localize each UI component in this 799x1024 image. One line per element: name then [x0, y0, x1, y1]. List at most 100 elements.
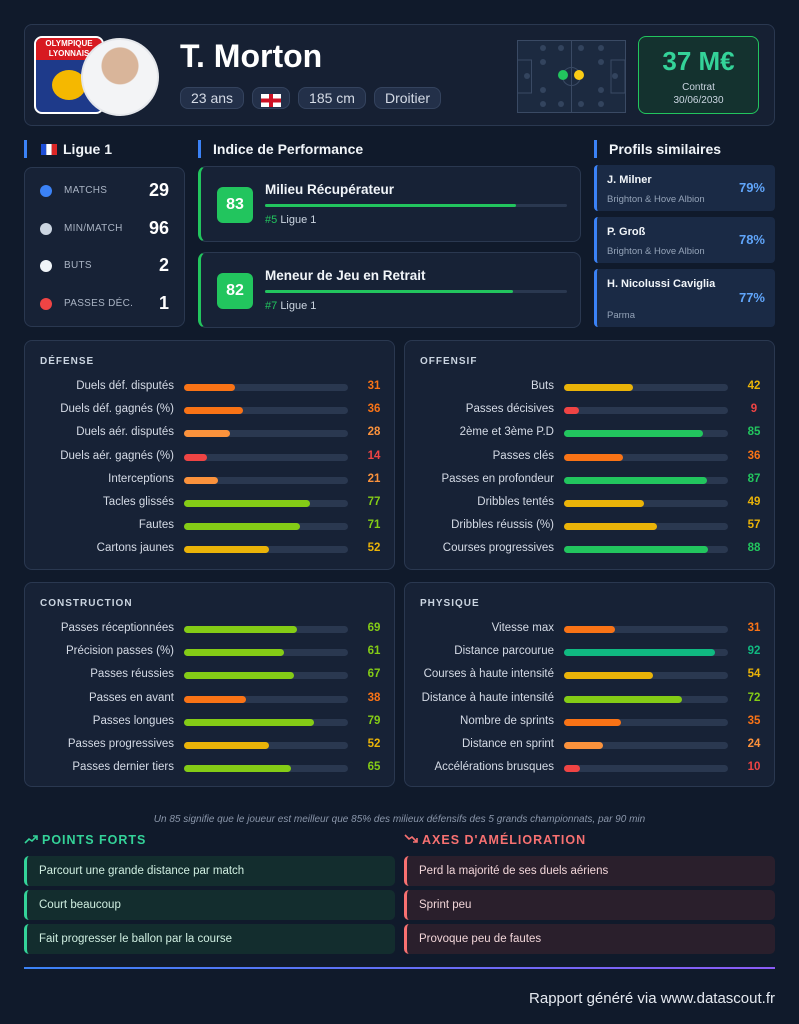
- strength-item: Court beaucoup: [24, 890, 395, 920]
- metric-track: [184, 476, 348, 484]
- up-arrow: [24, 835, 38, 844]
- metric-label: Passes progressives: [67, 738, 174, 750]
- metric-label: Précision passes (%): [65, 645, 174, 658]
- metric-track: [184, 672, 348, 680]
- metric-bar: [564, 672, 653, 680]
- metric-track: [564, 649, 728, 657]
- metric-track: [564, 384, 728, 391]
- performance-score: 83: [217, 187, 253, 223]
- performance-bar: [265, 204, 516, 207]
- player-photo: [81, 38, 159, 116]
- england-flag: [261, 94, 282, 107]
- foot-tag: Droitier: [373, 87, 442, 109]
- metric-label: Accélérations brusques: [434, 761, 554, 774]
- logo-lion: [52, 70, 86, 100]
- metric-track: [564, 765, 728, 773]
- similar-club: Brighton & Hove Albion: [607, 194, 705, 205]
- metric-label: Dribbles tentés: [477, 496, 554, 508]
- metric-label: Courses à haute intensité: [423, 668, 554, 681]
- age-tag: 23 ans: [180, 87, 245, 109]
- performance-score: 82: [217, 273, 253, 309]
- contract-label: Contrat: [682, 82, 715, 93]
- metric-value: 10: [747, 761, 761, 774]
- metric-bar: [184, 546, 270, 554]
- metric-label: Passes réussies: [90, 668, 174, 681]
- club-name: OLYMPIQUE LYONNAIS: [36, 38, 102, 60]
- metric-track: [564, 523, 728, 531]
- weakness-item: Sprint peu: [404, 890, 775, 920]
- stat-value: 29: [148, 180, 169, 200]
- metric-bar: [184, 453, 207, 461]
- metric-track: [564, 672, 728, 680]
- metric-track: [564, 500, 728, 507]
- similar-card: J. Milner Brighton & Hove Albion 79%: [594, 165, 775, 211]
- metric-bar: [564, 476, 707, 484]
- performance-rank-line: #7 Ligue 1: [265, 300, 316, 312]
- performance-title: Indice de Performance: [198, 140, 363, 158]
- strength-item: Parcourt une grande distance par match: [24, 856, 395, 886]
- stat-panel: OFFENSIF Buts 42 Passes décisives 9 2ème et 3…: [404, 340, 775, 570]
- metric-value: 36: [747, 449, 761, 462]
- metric-label: Passes décisives: [465, 403, 554, 416]
- metric-label: Tacles glissés: [103, 496, 174, 508]
- metric-label: Duels déf. disputés: [76, 380, 174, 392]
- metric-value: 49: [747, 496, 761, 508]
- weaknesses-title: AXES D'AMÉLIORATION: [422, 833, 587, 847]
- player-name: T. Morton: [180, 38, 323, 74]
- similar-name: H. Nicolussi Caviglia: [607, 278, 716, 290]
- metric-value: 21: [367, 472, 381, 485]
- metric-track: [564, 626, 728, 633]
- similar-card: P. Groß Brighton & Hove Albion 78%: [594, 217, 775, 263]
- metric-value: 36: [367, 403, 381, 416]
- performance-league: Ligue 1: [280, 300, 317, 312]
- metric-track: [184, 649, 348, 657]
- metric-bar: [184, 649, 285, 657]
- metric-track: [184, 718, 348, 726]
- stat-panel: CONSTRUCTION Passes réceptionnées 69 Précis…: [24, 582, 395, 787]
- metric-label: Passes réceptionnées: [60, 622, 174, 634]
- stat-icon: [40, 185, 52, 197]
- metric-value: 52: [367, 542, 381, 555]
- similar-club: Parma: [607, 310, 635, 321]
- footnote: Un 85 signifie que le joueur est meilleu…: [153, 814, 646, 825]
- height-tag: 185 cm: [298, 87, 366, 109]
- metric-label: Buts: [530, 380, 554, 392]
- performance-role: Milieu Récupérateur: [265, 182, 395, 197]
- metric-value: 77: [367, 496, 381, 508]
- metric-label: 2ème et 3ème P.D: [459, 426, 554, 439]
- metric-bar: [564, 626, 615, 633]
- metric-value: 52: [367, 738, 381, 750]
- metric-bar: [564, 742, 604, 749]
- panel-title: CONSTRUCTION: [40, 598, 133, 609]
- metric-track: [184, 742, 348, 749]
- metric-value: 28: [367, 426, 381, 439]
- metric-label: Duels aér. gagnés (%): [60, 449, 174, 462]
- similar-match: 78%: [738, 232, 765, 247]
- metric-track: [184, 626, 348, 633]
- metric-bar: [564, 407, 579, 415]
- metric-bar: [184, 523, 301, 531]
- similar-name: P. Groß: [607, 226, 646, 238]
- similar-title: Profils similaires: [594, 140, 721, 158]
- similar-club: Brighton & Hove Albion: [607, 246, 705, 257]
- metric-value: 42: [747, 380, 761, 392]
- metric-bar: [564, 695, 683, 703]
- similar-match: 77%: [738, 290, 765, 305]
- metric-label: Duels déf. gagnés (%): [60, 403, 174, 416]
- metric-value: 69: [367, 622, 381, 634]
- metric-track: [184, 523, 348, 531]
- metric-bar: [184, 500, 311, 507]
- stat-value: 1: [158, 292, 169, 313]
- stat-icon: [40, 297, 52, 310]
- metric-track: [564, 453, 728, 461]
- metric-label: Duels aér. disputés: [76, 426, 174, 439]
- similar-card: H. Nicolussi Caviglia Parma 77%: [594, 269, 775, 327]
- stat-icon: [40, 260, 52, 272]
- market-value: 37 M€: [662, 46, 735, 76]
- metric-bar: [564, 718, 622, 726]
- metric-label: Distance en sprint: [461, 738, 554, 750]
- metric-track: [184, 500, 348, 507]
